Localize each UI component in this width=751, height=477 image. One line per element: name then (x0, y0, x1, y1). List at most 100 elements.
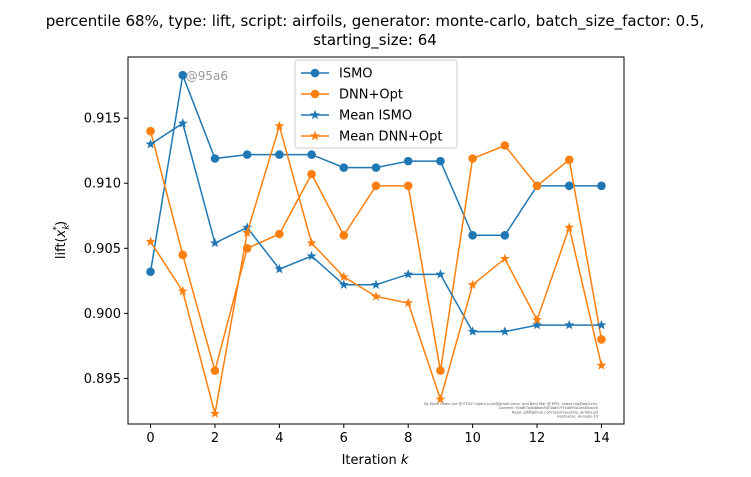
data-point (242, 227, 253, 237)
legend-label: DNN+Opt (339, 88, 403, 103)
data-point (532, 181, 542, 191)
y-tick-label: 0.895 (84, 372, 121, 387)
data-point (371, 181, 381, 191)
data-point (210, 366, 220, 375)
x-axis-label: Iteration k (342, 453, 409, 468)
data-point (468, 154, 477, 163)
legend-marker (310, 89, 320, 99)
x-tick-label: 14 (593, 431, 610, 446)
data-point (596, 319, 607, 330)
data-point (146, 267, 155, 277)
x-tick-label: 6 (340, 431, 348, 446)
data-point (500, 141, 510, 150)
data-point (371, 163, 381, 172)
watermark-line: Repo: git@github.com:kjetil-lye/ismo_air… (512, 410, 599, 414)
data-point (242, 222, 253, 232)
x-tick-label: 8 (404, 431, 412, 446)
data-point (403, 297, 414, 308)
y-tick-label: 0.900 (84, 307, 121, 322)
data-point (146, 126, 155, 136)
watermark: By Kjetil Olsen Lye @ ETHZ <kjetil.o.lye… (424, 402, 599, 419)
data-point (274, 120, 285, 131)
data-point (564, 222, 575, 232)
data-point (564, 181, 574, 191)
point-annotation: @95a6 (186, 69, 228, 83)
series-3 (145, 120, 607, 418)
watermark-line: Hostname: ao-login-19 (557, 415, 599, 419)
data-point (499, 253, 510, 263)
data-point (275, 229, 284, 239)
data-point (338, 271, 349, 282)
y-axis-label: lift(xk*) (52, 221, 72, 259)
legend-marker (310, 68, 320, 78)
data-point (210, 154, 220, 163)
data-point (210, 237, 220, 248)
legend-marker (310, 109, 320, 120)
series-2 (145, 118, 607, 336)
data-point (210, 408, 220, 418)
data-point (499, 326, 510, 336)
y-axis: 0.895 0.900 0.905 0.910 0.915 (84, 112, 128, 387)
data-point (145, 236, 156, 247)
series-1 (146, 126, 606, 375)
x-tick-label: 2 (211, 431, 219, 446)
data-point (403, 181, 413, 191)
legend: ISMO DNN+Opt Mean ISMO Mean DNN+Opt (294, 59, 458, 149)
data-point (306, 237, 317, 248)
data-point (468, 230, 477, 240)
legend-entry: Mean DNN+Opt (301, 130, 443, 145)
data-point (564, 155, 574, 165)
x-axis: 0 2 4 6 8 10 12 14 (146, 424, 610, 446)
data-point (275, 150, 284, 159)
x-tick-label: 12 (529, 431, 546, 446)
data-point (274, 263, 285, 274)
x-tick-label: 4 (275, 431, 283, 446)
data-point (307, 150, 316, 159)
data-point (242, 150, 252, 159)
legend-label: ISMO (339, 67, 373, 82)
data-point (403, 156, 413, 166)
data-point (500, 230, 510, 240)
y-tick-label: 0.910 (84, 177, 121, 192)
data-point (403, 269, 414, 279)
legend-entry: ISMO (301, 67, 373, 82)
data-point (467, 326, 478, 336)
data-point (339, 230, 349, 240)
legend-entry: DNN+Opt (301, 88, 403, 103)
y-tick-label: 0.905 (84, 242, 121, 257)
data-point (564, 319, 575, 330)
chart-title-line-1: percentile 68%, type: lift, script: airf… (46, 12, 705, 31)
data-point (532, 319, 542, 330)
data-point (436, 156, 445, 166)
x-tick-label: 0 (146, 431, 154, 446)
x-tick-label: 10 (464, 431, 481, 446)
data-point (467, 279, 478, 289)
data-point (435, 269, 446, 279)
series-layer (145, 70, 607, 418)
data-point (145, 139, 156, 149)
data-point (436, 366, 445, 375)
data-point (177, 286, 188, 296)
legend-label: Mean DNN+Opt (339, 130, 443, 145)
data-point (597, 335, 606, 344)
data-point (339, 163, 349, 172)
plot-frame (127, 56, 625, 425)
data-point (338, 279, 349, 289)
data-point (178, 70, 188, 80)
data-point (177, 118, 188, 128)
data-point (597, 181, 606, 191)
data-point (596, 360, 607, 370)
data-point (532, 314, 542, 325)
watermark-line: Commit: 95a6f7a4b8eab93f34d97f75db90a1ea… (499, 406, 599, 410)
y-tick-label: 0.915 (84, 112, 121, 127)
data-point (307, 169, 316, 179)
chart-title-line-2: starting_size: 64 (313, 31, 437, 50)
legend-marker (310, 130, 320, 141)
data-point (435, 394, 446, 404)
legend-label: Mean ISMO (339, 109, 412, 124)
data-point (306, 250, 317, 261)
watermark-line: By Kjetil Olsen Lye @ ETHZ <kjetil.o.lye… (424, 402, 598, 406)
legend-entry: Mean ISMO (301, 109, 412, 124)
data-point (178, 250, 188, 260)
